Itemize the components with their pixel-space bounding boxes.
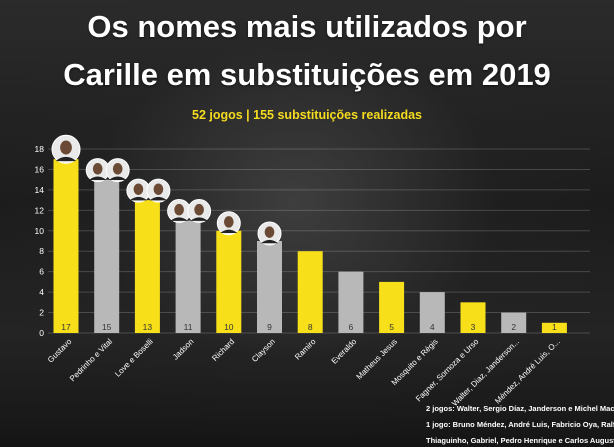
x-tick-label: Richard [210,337,236,363]
y-tick-label: 4 [39,287,44,297]
page-title-line-1: Os nomes mais utilizados por [87,9,527,44]
page-title-line-2: Carille em substituições em 2019 [63,57,551,92]
data-label: 6 [349,322,354,332]
x-tick-label: Walter, Diaz, Janderson... [450,337,521,408]
bar [297,251,323,333]
data-label: 10 [224,322,234,332]
x-tick-label: Pedrinho e Vital [68,337,114,383]
data-label: 11 [184,322,193,332]
footnote-line-2: 1 jogo: Bruno Méndez, André Luis, Fabric… [426,420,614,429]
y-tick-label: 18 [35,144,45,154]
bar [257,241,282,333]
bar [216,230,242,333]
bar [134,200,160,333]
subtitle: 52 jogos | 155 substituições realizadas [192,108,422,122]
data-label: 3 [471,322,476,332]
bar [379,281,405,333]
y-tick-label: 8 [39,246,44,256]
data-label: 1 [552,322,557,332]
bar [460,302,486,333]
x-tick-label: Everaldo [330,337,359,366]
y-tick-label: 16 [35,164,45,174]
player-photo [216,211,241,236]
data-label: 2 [511,322,516,332]
x-tick-label: Ramiro [293,337,318,362]
x-tick-label: Love e Boselli [113,337,155,379]
bar [94,179,120,333]
data-label: 17 [61,322,71,332]
data-label: 13 [143,322,153,332]
data-label: 4 [430,322,435,332]
bar [501,312,527,333]
y-tick-label: 14 [35,185,45,195]
y-tick-label: 2 [39,308,44,318]
player-photo [167,199,192,224]
data-label: 5 [389,322,394,332]
y-tick-label: 6 [39,267,44,277]
bar [175,220,201,333]
data-label: 8 [308,322,313,332]
x-tick-label: Gustavo [46,337,74,365]
bar [541,322,567,333]
x-tick-label: Clayson [250,337,277,364]
player-photo [257,221,282,246]
player-photo [105,158,130,183]
y-tick-label: 10 [35,226,45,236]
footnote-line-1: 2 jogos: Walter, Sergio Díaz, Janderson … [426,404,614,413]
x-tick-label: Jadson [171,337,196,362]
bar [53,159,79,333]
player-photo [146,178,171,203]
player-photo [51,134,81,164]
footnote-line-3: Thiaguinho, Gabriel, Pedro Henrique e Ca… [426,436,614,445]
data-label: 15 [102,322,112,332]
x-tick-label: Matheus Jesus [355,337,399,381]
player-photo [187,199,212,224]
y-tick-label: 0 [39,328,44,338]
data-label: 9 [267,322,272,332]
bar [419,292,445,333]
bar [338,271,364,333]
y-tick-label: 12 [35,205,45,215]
